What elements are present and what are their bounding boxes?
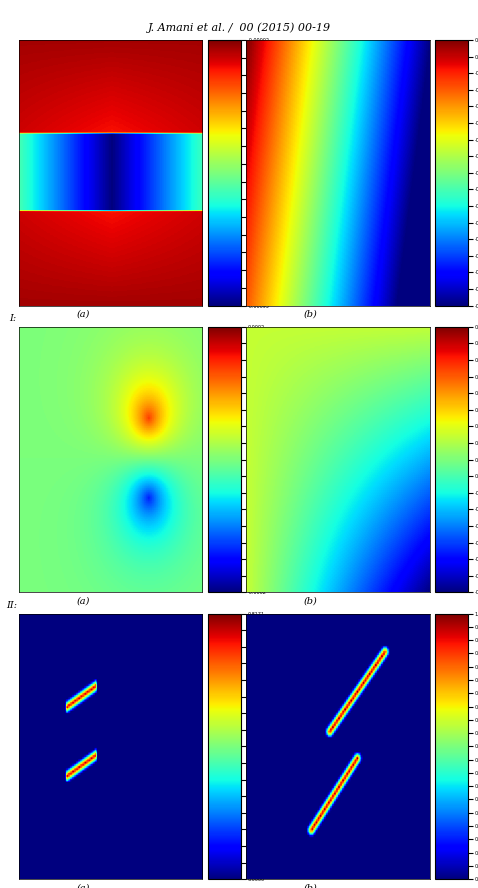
Text: (a): (a) [76,597,90,606]
Text: (b): (b) [304,597,317,606]
Text: (b): (b) [304,884,317,888]
Text: (a): (a) [76,310,90,319]
Text: (a): (a) [76,884,90,888]
Text: (b): (b) [304,310,317,319]
Text: I:: I: [10,314,17,323]
Text: II:: II: [6,601,17,610]
Text: J. Amani et al. /  00 (2015) 00-19: J. Amani et al. / 00 (2015) 00-19 [147,22,331,33]
